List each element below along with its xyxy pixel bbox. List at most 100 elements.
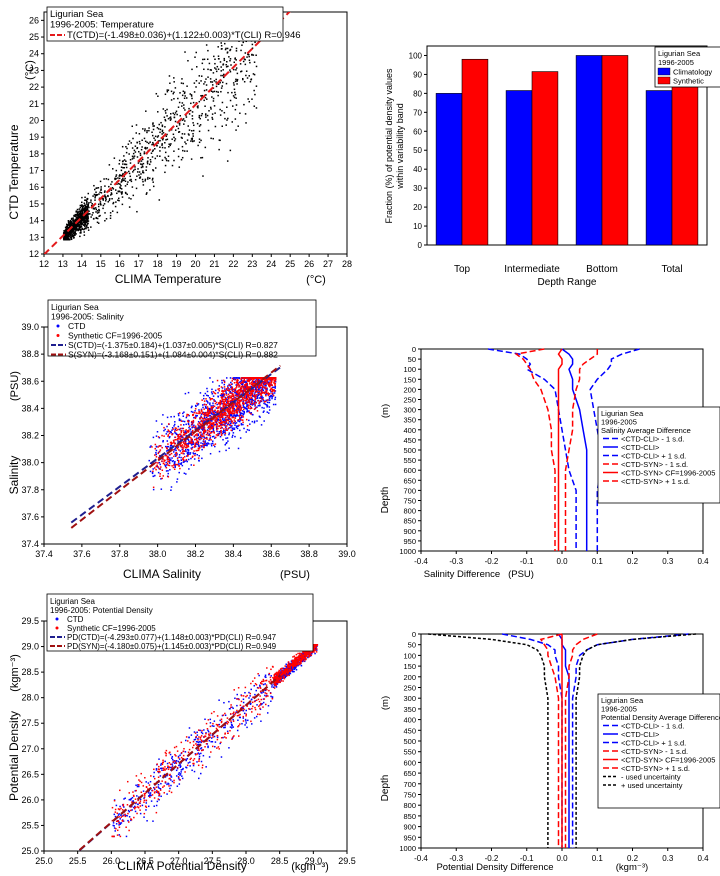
data-point [81, 196, 83, 199]
data-point [161, 143, 163, 145]
data-point [78, 226, 80, 228]
data-point [100, 186, 102, 188]
data-point [246, 398, 249, 401]
data-point [70, 221, 73, 223]
data-point [66, 236, 68, 239]
data-point [83, 216, 85, 219]
data-point [235, 97, 237, 99]
data-point [83, 221, 86, 224]
data-point [173, 445, 175, 447]
data-point [173, 455, 175, 458]
data-point [229, 59, 231, 62]
data-point [213, 399, 215, 401]
data-point [217, 46, 219, 48]
data-point [142, 162, 145, 165]
data-point [187, 429, 190, 432]
x-tick-label: 25.0 [35, 856, 53, 866]
data-point [71, 231, 73, 233]
data-point [193, 424, 195, 427]
y-tick-label: 26 [29, 15, 39, 25]
data-point [180, 446, 183, 448]
data-point [174, 460, 176, 463]
data-point [267, 412, 270, 414]
data-point [270, 380, 273, 382]
data-point [254, 394, 256, 396]
data-point [145, 110, 147, 112]
data-point [225, 82, 228, 85]
x-axis-label: Depth Range [538, 277, 597, 288]
data-point [238, 401, 241, 404]
data-point [207, 422, 210, 424]
data-point [229, 414, 231, 417]
data-point [228, 447, 230, 449]
data-point [258, 385, 261, 388]
data-point [151, 150, 154, 153]
data-point [146, 160, 149, 163]
data-point [203, 400, 206, 402]
data-point [70, 236, 73, 238]
data-point [238, 424, 240, 427]
data-point [171, 429, 173, 431]
data-point [245, 709, 247, 712]
data-point [236, 414, 239, 417]
x-axis-unit: (PSU) [508, 569, 534, 580]
data-point [224, 422, 226, 424]
data-point [231, 427, 234, 429]
data-point [204, 392, 207, 395]
legend-subtitle: 1996-2005 [601, 418, 637, 427]
data-point [221, 379, 223, 382]
legend-box [47, 299, 317, 357]
data-point [76, 225, 78, 228]
data-point [169, 441, 172, 444]
data-point [138, 140, 141, 143]
data-point [221, 110, 223, 112]
data-point [142, 184, 145, 186]
data-point [177, 127, 180, 130]
data-point [211, 96, 213, 98]
data-point [201, 435, 203, 438]
data-point [197, 144, 199, 147]
data-point [174, 120, 177, 123]
y-tick-label: 20 [29, 115, 39, 125]
data-point [195, 412, 198, 414]
data-point [116, 211, 119, 214]
data-point [166, 462, 169, 465]
y-tick-label: 28.5 [21, 667, 39, 677]
data-point [264, 674, 267, 677]
data-point [157, 436, 160, 438]
data-point [244, 387, 246, 390]
data-point [180, 158, 183, 161]
data-point [208, 62, 211, 65]
data-point [64, 233, 67, 235]
data-point [215, 434, 218, 436]
data-point [179, 428, 181, 431]
data-point [274, 379, 277, 382]
data-point [183, 450, 186, 452]
data-point [187, 438, 189, 440]
data-point [152, 486, 155, 489]
data-point [207, 49, 209, 52]
data-point [223, 380, 226, 382]
data-point [202, 432, 205, 434]
data-point [161, 125, 164, 128]
data-point [181, 775, 183, 777]
data-point [253, 717, 256, 719]
data-point [127, 819, 129, 822]
data-point [230, 420, 232, 422]
data-point [235, 411, 238, 414]
data-point [248, 404, 250, 406]
data-point [222, 74, 224, 77]
data-point [188, 107, 190, 110]
data-point [257, 399, 260, 402]
data-point [172, 428, 174, 430]
data-point [194, 425, 197, 428]
data-point [179, 444, 182, 446]
data-point [225, 388, 228, 390]
data-point [152, 141, 154, 144]
y-tick-label: 16 [29, 182, 39, 192]
data-point [227, 418, 229, 421]
data-point [152, 125, 154, 127]
data-point [80, 223, 83, 226]
data-point [86, 200, 88, 203]
data-point [182, 90, 185, 93]
